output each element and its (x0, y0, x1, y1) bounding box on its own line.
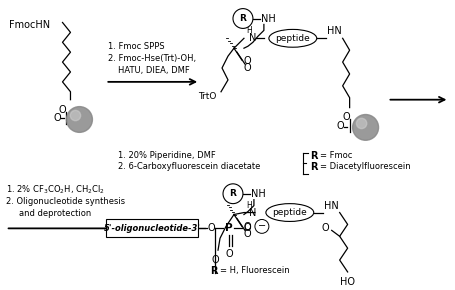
Text: NH: NH (250, 189, 265, 199)
Circle shape (352, 115, 378, 140)
Text: 2. 6-Carboxyfluorescein diacetate: 2. 6-Carboxyfluorescein diacetate (118, 162, 260, 171)
Text: 1. 20% Piperidine, DMF: 1. 20% Piperidine, DMF (118, 151, 216, 160)
Text: O: O (207, 223, 214, 233)
Text: peptide: peptide (272, 208, 307, 217)
Text: −: − (257, 221, 265, 231)
Circle shape (66, 107, 92, 132)
Text: R: R (229, 189, 236, 198)
Text: N: N (248, 208, 256, 218)
Text: O: O (225, 249, 233, 259)
Text: TrtO: TrtO (197, 92, 216, 101)
Text: peptide: peptide (275, 34, 309, 43)
Ellipse shape (265, 204, 313, 222)
Text: HN: HN (323, 201, 338, 211)
Text: = Fmoc: = Fmoc (319, 151, 351, 160)
Text: R: R (309, 151, 317, 161)
Text: O: O (336, 122, 344, 131)
Circle shape (233, 9, 253, 28)
Text: = Diacetylfluorescein: = Diacetylfluorescein (319, 162, 410, 171)
Text: R: R (239, 14, 246, 23)
Text: HATU, DIEA, DMF: HATU, DIEA, DMF (118, 66, 190, 75)
Text: O: O (59, 105, 66, 115)
Text: and deprotection: and deprotection (19, 209, 91, 218)
Circle shape (356, 118, 366, 128)
Text: O: O (321, 223, 329, 233)
Text: 1. Fmoc SPPS: 1. Fmoc SPPS (108, 42, 165, 51)
Text: N: N (248, 33, 256, 43)
Text: O: O (243, 56, 251, 66)
Text: O: O (243, 222, 251, 232)
Ellipse shape (268, 29, 316, 47)
Text: HO: HO (339, 277, 354, 287)
Text: 2. Oligonucleotide synthesis: 2. Oligonucleotide synthesis (5, 197, 125, 206)
Text: 5'-oligonucleotide-3': 5'-oligonucleotide-3' (103, 224, 200, 233)
Text: O: O (243, 229, 251, 239)
Text: FmocHN: FmocHN (9, 21, 50, 30)
Text: O: O (342, 112, 350, 122)
Text: 2. Fmoc-Hse(Trt)-OH,: 2. Fmoc-Hse(Trt)-OH, (108, 54, 196, 63)
Text: HN: HN (326, 26, 341, 36)
Text: O: O (243, 223, 251, 233)
Text: P: P (224, 223, 232, 233)
Text: H: H (246, 26, 251, 35)
Text: 1. 2% CF$_3$CO$_2$H, CH$_2$Cl$_2$: 1. 2% CF$_3$CO$_2$H, CH$_2$Cl$_2$ (5, 184, 105, 196)
Text: O: O (243, 63, 251, 73)
Text: R: R (210, 266, 217, 276)
Text: NH: NH (260, 14, 275, 23)
Text: = H, Fluorescein: = H, Fluorescein (220, 266, 289, 275)
Circle shape (70, 110, 81, 121)
Circle shape (222, 184, 243, 204)
Text: R: R (309, 162, 317, 172)
Text: O: O (211, 255, 218, 265)
Text: H: H (246, 201, 251, 210)
FancyBboxPatch shape (106, 220, 197, 237)
Text: O: O (54, 113, 61, 122)
